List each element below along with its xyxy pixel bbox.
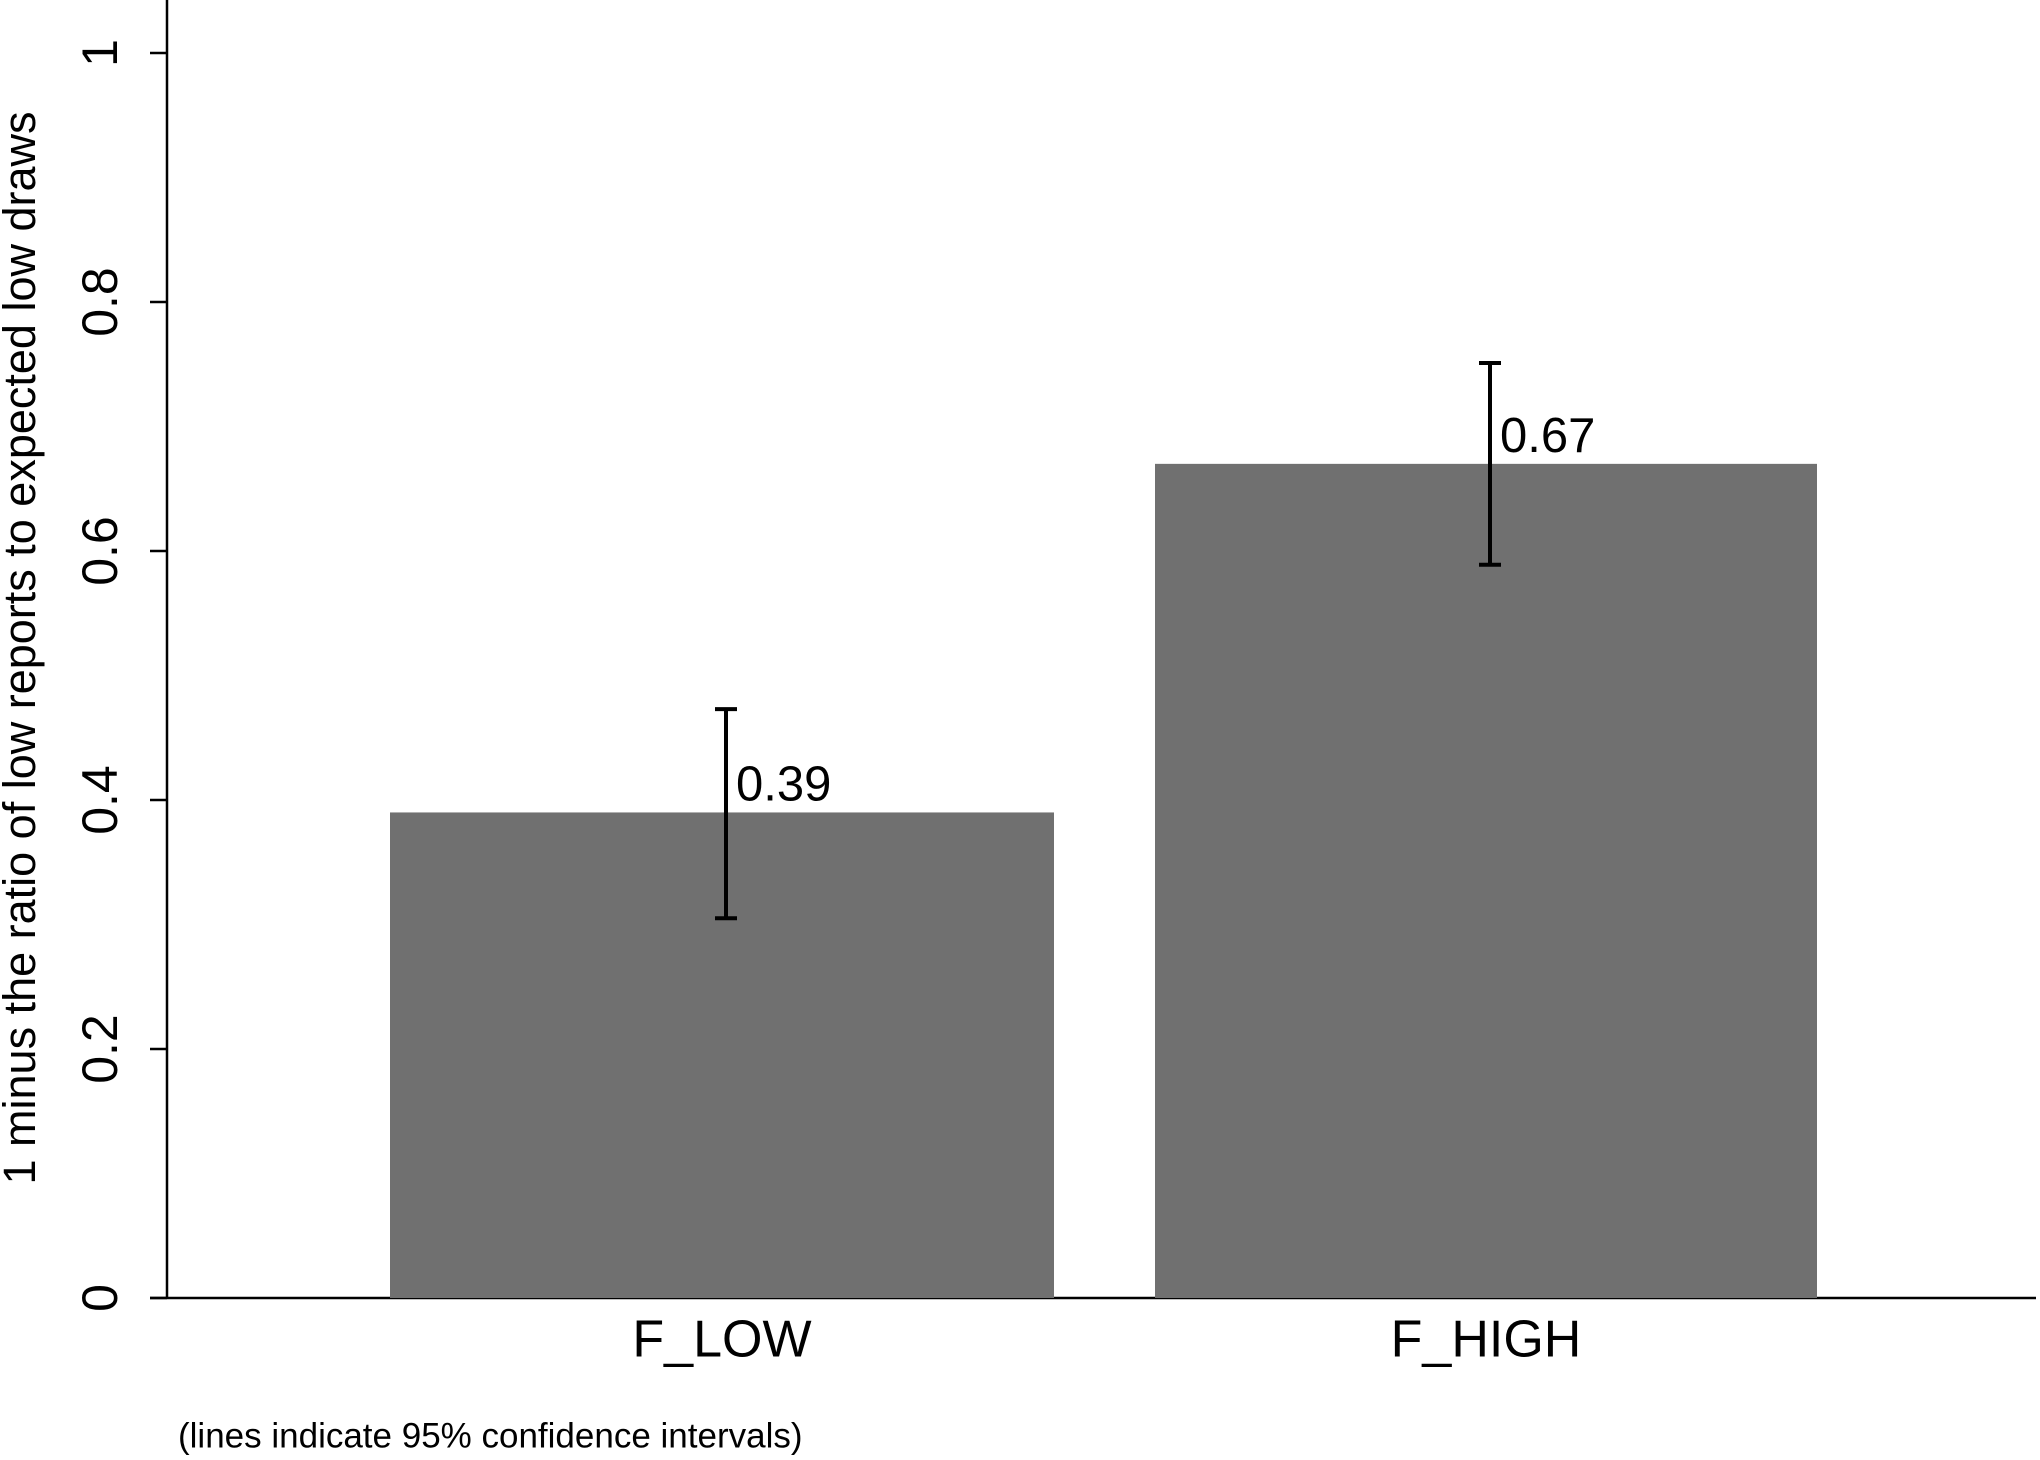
y-axis-title: 1 minus the ratio of low reports to expe… (0, 111, 45, 1184)
bar (390, 812, 1054, 1298)
y-tick-label: 0.8 (72, 267, 128, 337)
footnote: (lines indicate 95% confidence intervals… (178, 1416, 803, 1455)
x-tick-label: F_LOW (632, 1311, 811, 1369)
y-tick-label: 0.2 (72, 1014, 128, 1084)
y-tick-label: 0.6 (72, 516, 128, 586)
y-tick-label: 1 (72, 39, 128, 67)
bar (1155, 463, 1817, 1299)
data-label: 0.67 (1500, 409, 1595, 463)
x-tick-label: F_HIGH (1391, 1311, 1582, 1369)
data-label: 0.39 (736, 757, 831, 811)
y-tick-label: 0 (72, 1284, 128, 1312)
y-tick-label: 0.4 (72, 765, 128, 835)
